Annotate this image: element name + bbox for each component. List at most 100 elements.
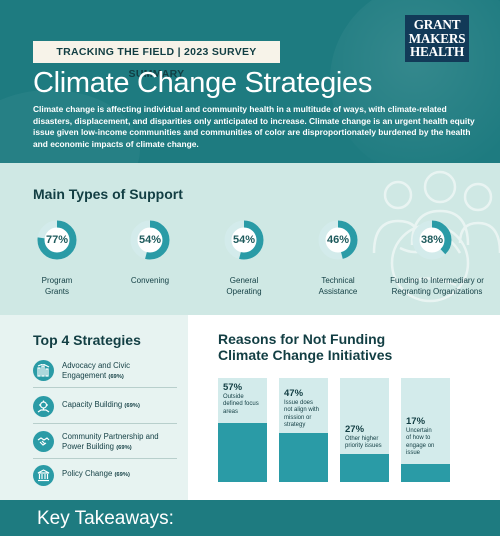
donut-chart: [318, 220, 358, 260]
reason-percent: 47%: [284, 388, 304, 399]
donut-arc: [37, 220, 77, 260]
key-takeaways-banner: Key Takeaways:: [0, 500, 500, 536]
reasons-section: Reasons for Not Funding Climate Change I…: [188, 315, 500, 500]
label-line: Power Building: [62, 442, 115, 451]
strategies-section-title: Top 4 Strategies: [33, 332, 141, 348]
support-type-label: General Operating: [189, 276, 299, 297]
label-line: Technical: [321, 276, 355, 285]
label-line: Advocacy and Civic: [62, 361, 131, 370]
reason-description: Other higher priority issues: [345, 436, 393, 451]
strategies-section: Top 4 Strategies Advocacy and Civic Enga…: [0, 315, 188, 500]
donut-percent: 54%: [138, 234, 162, 246]
divider: [33, 423, 177, 424]
strategy-label: Community Partnership and Power Building…: [62, 432, 180, 453]
label-line: Community Partnership and: [62, 432, 159, 441]
donut-percent: 38%: [420, 234, 444, 246]
strategy-label: Capacity Building (69%): [62, 400, 180, 411]
page-title: Climate Change Strategies: [33, 67, 373, 99]
desc-line: Outside: [223, 394, 244, 400]
reason-percent: 27%: [345, 424, 365, 435]
donut-arc: [318, 220, 358, 260]
reasons-section-title: Reasons for Not Funding Climate Change I…: [218, 331, 468, 363]
capitol-icon: [33, 465, 54, 486]
desc-line: mission or: [284, 414, 312, 421]
reason-bar: 27% Other higher priority issues: [340, 378, 389, 482]
support-section-title: Main Types of Support: [33, 186, 183, 202]
strategy-label: Policy Change (69%): [62, 469, 180, 480]
label-line: Engagement: [62, 371, 107, 380]
desc-line: Other higher: [345, 436, 379, 442]
donut-arc: [130, 220, 170, 260]
strategy-item: Policy Change (69%): [33, 463, 181, 491]
desc-line: strategy: [284, 421, 306, 428]
key-takeaways-title: Key Takeaways:: [37, 508, 174, 529]
reason-bar-fill: [340, 453, 389, 482]
reason-bar: 17% Uncertain of how to engage on issue: [401, 378, 450, 482]
label-line: Operating: [226, 286, 262, 296]
donut-arc: [412, 220, 452, 260]
donut-chart: [130, 220, 170, 260]
desc-line: priority issues: [345, 443, 382, 450]
logo-line: MAKERS: [408, 30, 466, 46]
logo-line: HEALTH: [409, 44, 464, 59]
desc-line: of how to: [406, 435, 431, 442]
megaphone-icon: [33, 360, 54, 381]
desc-line: issue: [406, 449, 421, 456]
header-banner: TRACKING THE FIELD | 2023 SURVEY SUMMARY…: [0, 0, 500, 163]
strategy-item: Advocacy and Civic Engagement (69%): [33, 358, 181, 386]
strategy-percent: (69%): [108, 374, 124, 380]
strategy-label: Advocacy and Civic Engagement (69%): [62, 361, 180, 382]
strategy-percent: (69%): [114, 472, 130, 478]
support-type-label: Program Grants: [2, 276, 112, 297]
desc-line: not align with: [284, 407, 320, 414]
title-line: Reasons for Not Funding: [218, 331, 386, 347]
donut-percent: 54%: [232, 234, 256, 246]
label-line: Program: [41, 276, 73, 285]
label-line: Convening: [130, 276, 170, 285]
donut-chart: [412, 220, 452, 260]
reason-description: Uncertain of how to engage on issue: [406, 428, 454, 457]
reason-bar: 47% Issue does not align with mission or…: [279, 378, 328, 482]
label-line: Grants: [44, 286, 69, 296]
divider: [33, 458, 177, 459]
strategy-item: Community Partnership and Power Building…: [33, 429, 181, 457]
donut-arc: [224, 220, 264, 260]
reason-percent: 17%: [406, 416, 426, 427]
reason-description: Outside defined focus areas: [223, 394, 271, 416]
label-line: Policy Change: [62, 469, 113, 478]
desc-line: defined focus: [223, 401, 259, 408]
desc-line: Issue does: [284, 400, 314, 406]
desc-line: areas: [223, 408, 239, 415]
donut-percent: 77%: [45, 234, 69, 246]
report-kicker: TRACKING THE FIELD | 2023 SURVEY SUMMARY: [33, 41, 280, 80]
desc-line: engage on: [406, 442, 435, 449]
reason-description: Issue does not align with mission or str…: [284, 400, 332, 429]
reason-percent: 57%: [223, 382, 243, 393]
handshake-icon: [33, 431, 54, 452]
strategy-percent: (69%): [124, 403, 140, 409]
divider: [33, 387, 177, 388]
support-type-label: Funding to Intermediary or Regranting Or…: [378, 276, 496, 297]
gear-hand-icon: [33, 396, 54, 417]
label-line: General: [229, 276, 259, 285]
grantmakers-health-logo[interactable]: GRANT MAKERS HEALTH: [405, 15, 469, 62]
intro-paragraph: Climate change is affecting individual a…: [33, 104, 475, 149]
reason-bar: 57% Outside defined focus areas: [218, 378, 267, 482]
logo-line: GRANT: [413, 17, 461, 32]
support-section: Main Types of Support 77% Program Grants…: [0, 163, 500, 315]
title-line: Climate Change Initiatives: [218, 347, 393, 363]
desc-line: Uncertain: [406, 428, 432, 434]
reason-bar-fill: [218, 422, 267, 482]
label-line: Capacity Building: [62, 400, 123, 409]
strategy-item: Capacity Building (69%): [33, 394, 181, 422]
donut-percent: 46%: [326, 234, 350, 246]
support-type-label: Technical Assistance: [283, 276, 393, 297]
label-line: Funding to Intermediary or: [390, 276, 484, 285]
reason-bar-fill: [401, 464, 450, 482]
support-type-label: Convening: [95, 276, 205, 287]
reason-bar-fill: [279, 433, 328, 482]
label-line: Regranting Organizations: [391, 286, 483, 296]
label-line: Assistance: [318, 286, 358, 296]
donut-chart: [37, 220, 77, 260]
strategy-percent: (69%): [116, 445, 132, 451]
